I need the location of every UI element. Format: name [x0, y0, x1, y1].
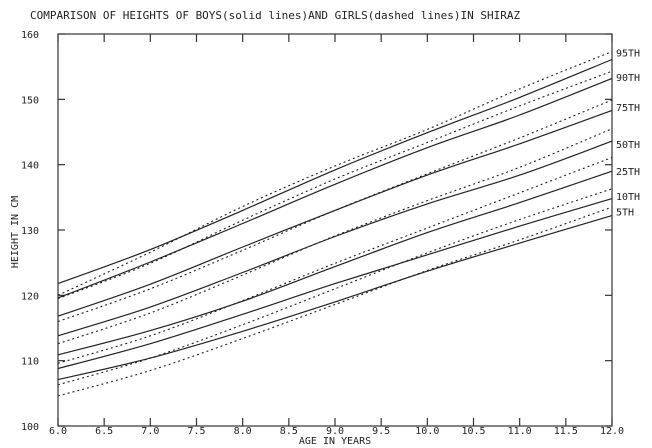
girls-5th-line — [57, 206, 613, 397]
percentile-labels: 95TH 90TH 75TH 50TH 25TH 10TH 5TH — [616, 48, 640, 218]
x-tick-label: 8.5 — [280, 426, 298, 437]
percentile-label: 95TH — [616, 48, 640, 59]
y-tick-label: 130 — [21, 226, 39, 237]
y-tick-label: 100 — [21, 422, 39, 433]
chart-title: COMPARISON OF HEIGHTS OF BOYS(solid line… — [30, 9, 520, 22]
plot-frame — [57, 33, 613, 427]
girls-95th-line — [57, 51, 613, 296]
x-tick-label: 10.0 — [415, 426, 439, 437]
x-tick-label: 9.5 — [372, 426, 390, 437]
x-tick-label: 7.0 — [141, 426, 159, 437]
x-axis-ticks: 6.0 6.5 7.0 7.5 8.0 8.5 9.0 9.5 10.0 10.5 11.0 11.5… — [49, 34, 624, 437]
x-tick-label: 12.0 — [600, 426, 624, 437]
x-tick-label: 11.0 — [508, 426, 532, 437]
x-tick-label: 10.5 — [461, 426, 485, 437]
x-tick-label: 8.0 — [234, 426, 252, 437]
percentile-label: 5TH — [616, 208, 634, 219]
girls-25th-line — [57, 156, 613, 364]
y-axis-label: HEIGHT IN CM — [10, 196, 21, 268]
percentile-label: 90TH — [616, 73, 640, 84]
girls-10th-line — [57, 188, 613, 386]
x-axis-label: AGE IN YEARS — [299, 436, 371, 447]
percentile-label: 10TH — [616, 192, 640, 203]
y-tick-label: 150 — [21, 95, 39, 106]
girls-75th-line — [57, 99, 613, 323]
boys-95th-line — [57, 58, 613, 285]
boys-25th-line — [57, 170, 613, 356]
x-tick-label: 11.5 — [554, 426, 578, 437]
boys-5th-line — [57, 215, 613, 381]
percentile-label: 25TH — [616, 167, 640, 178]
y-axis-ticks: 100 110 120 130 140 150 160 — [21, 30, 612, 433]
x-tick-label: 9.0 — [326, 426, 344, 437]
boys-10th-line — [57, 198, 613, 370]
percentile-label: 50TH — [616, 140, 640, 151]
series-layer — [57, 51, 613, 397]
y-tick-label: 120 — [21, 291, 39, 302]
percentile-label: 75TH — [616, 103, 640, 114]
boys-90th-line — [57, 77, 613, 299]
girls-90th-line — [57, 70, 613, 300]
x-tick-label: 7.5 — [187, 426, 205, 437]
y-tick-label: 110 — [21, 357, 39, 368]
boys-50th-line — [57, 140, 613, 337]
x-tick-label: 6.5 — [95, 426, 113, 437]
x-tick-label: 6.0 — [49, 426, 67, 437]
y-tick-label: 160 — [21, 30, 39, 41]
y-tick-label: 140 — [21, 161, 39, 172]
boys-75th-line — [57, 109, 613, 317]
